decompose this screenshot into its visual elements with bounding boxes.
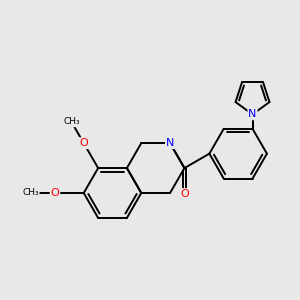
Text: CH₃: CH₃ <box>22 188 39 197</box>
Text: O: O <box>51 188 59 198</box>
Text: N: N <box>166 138 174 148</box>
Text: O: O <box>80 138 88 148</box>
Text: O: O <box>180 189 189 199</box>
Text: N: N <box>248 110 257 119</box>
Text: CH₃: CH₃ <box>63 118 80 127</box>
